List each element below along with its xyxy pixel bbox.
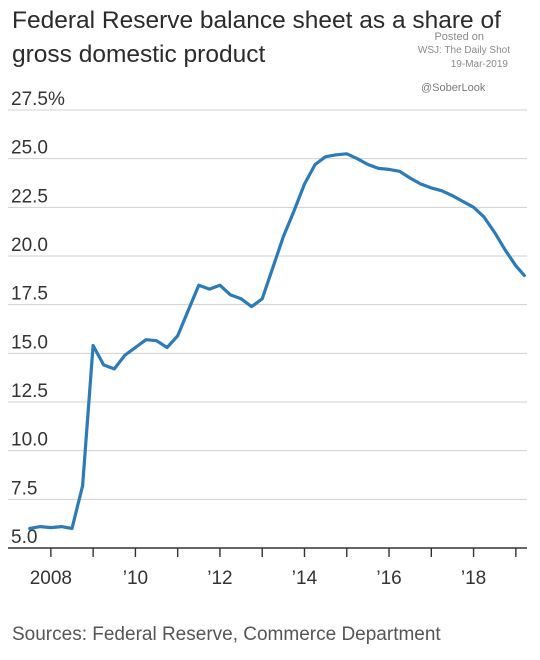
x-tick-label: ’12 (207, 568, 232, 589)
line-chart: 5.07.510.012.515.017.520.022.525.027.5% … (8, 89, 527, 589)
watermark-date: 19-Mar-2019 (450, 59, 508, 70)
y-tick-label: 10.0 (11, 430, 48, 451)
x-tick-label: 2008 (30, 568, 72, 589)
y-tick-label: 27.5% (11, 89, 65, 110)
x-tick-label: ’10 (123, 568, 148, 589)
watermark: Posted on WSJ: The Daily Shot 19-Mar-201… (380, 30, 510, 72)
y-tick-label: 12.5 (11, 381, 48, 402)
y-tick-label: 17.5 (11, 284, 48, 305)
x-tick-label: ’14 (292, 568, 318, 589)
y-tick-label: 5.0 (11, 527, 37, 548)
watermark-source: WSJ: The Daily Shot (417, 45, 510, 56)
y-tick-label: 7.5 (11, 478, 37, 499)
watermark-handle: @SoberLook (421, 82, 486, 94)
series-layer (28, 152, 526, 531)
grid-lines (8, 109, 527, 500)
y-tick-label: 25.0 (11, 138, 48, 159)
y-tick-label: 22.5 (11, 186, 48, 207)
x-axis: 2008 ’10 ’12 ’14 ’16 ’18 (8, 547, 527, 589)
series-line (28, 152, 526, 531)
watermark-posted: Posted on (434, 31, 484, 43)
y-axis-ticks: 5.0 7.5 10.0 12.5 15.0 17.5 20.0 22.5 25.0 27.5% (11, 89, 65, 548)
x-tick-label: ’18 (461, 568, 486, 589)
source-note: Sources: Federal Reserve, Commerce Depar… (12, 624, 441, 645)
y-tick-label: 15.0 (11, 332, 48, 353)
x-tick-label: ’16 (376, 568, 401, 589)
y-tick-label: 20.0 (11, 235, 48, 256)
chart-title: Federal Reserve balance sheet as a share… (12, 7, 501, 68)
